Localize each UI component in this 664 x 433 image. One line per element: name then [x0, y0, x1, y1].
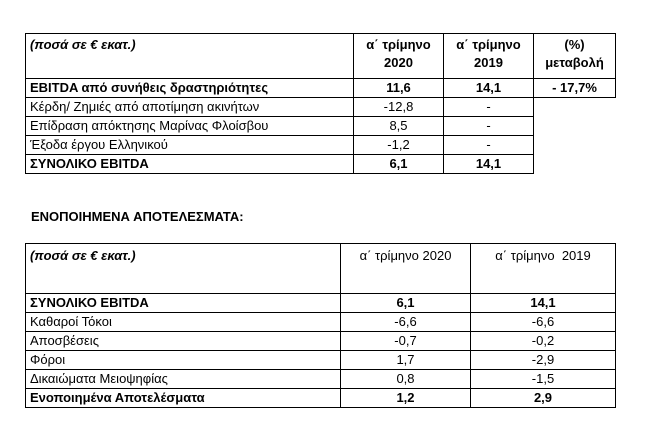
row: EBITDA από συνήθεις δραστηριότητες 11,6 14…: [25, 78, 616, 98]
cell: Επίδραση απόκτησης Μαρίνας Φλοίσβου: [25, 116, 354, 136]
cell: 11,6: [353, 78, 444, 98]
row: Καθαροί Τόκοι -6,6 -6,6: [25, 312, 616, 332]
header-cell: (ποσά σε € εκατ.): [25, 243, 341, 294]
cell: -0,7: [340, 331, 471, 351]
cell: -: [443, 97, 534, 117]
row: Κέρδη/ Ζημιές από αποτίμηση ακινήτων -12,…: [25, 97, 616, 174]
row: Δικαιώματα Μειοψηφίας 0,8 -1,5: [25, 369, 616, 389]
cell: 14,1: [443, 78, 534, 98]
cell: 8,5: [353, 116, 444, 136]
cell: Ενοποιημένα Αποτελέσματα: [25, 388, 341, 408]
cell: -0,2: [470, 331, 616, 351]
header-text: α΄ τρίμηνο: [366, 37, 431, 52]
cell: 1,7: [340, 350, 471, 370]
cell: -1,2: [353, 135, 444, 155]
cell: -6,6: [470, 312, 616, 332]
ebitda-table: (ποσά σε € εκατ.) α΄ τρίμηνο 2020 α΄ τρίμην…: [25, 33, 616, 174]
cell: 14,1: [443, 154, 534, 174]
cell: ΣΥΝΟΛΙΚΟ EBITDA: [25, 154, 354, 174]
cell: -1,5: [470, 369, 616, 389]
header-text: (ποσά σε € εκατ.): [30, 37, 136, 52]
row: Αποσβέσεις -0,7 -0,2: [25, 331, 616, 351]
cell: 6,1: [340, 293, 471, 313]
cell: Κέρδη/ Ζημιές από αποτίμηση ακινήτων: [25, 97, 354, 117]
cell: - 17,7%: [533, 78, 616, 98]
header-cell: α΄ τρίμηνο 2019: [470, 243, 616, 294]
cell: Καθαροί Τόκοι: [25, 312, 341, 332]
empty-cell: [533, 97, 616, 174]
cell: Δικαιώματα Μειοψηφίας: [25, 369, 341, 389]
cell: -: [443, 116, 534, 136]
cell: Έξοδα έργου Ελληνικού: [25, 135, 354, 155]
cell: 6,1: [353, 154, 444, 174]
cell: 1,2: [340, 388, 471, 408]
cell: Αποσβέσεις: [25, 331, 341, 351]
cell: -: [443, 135, 534, 155]
section-title: ΕΝΟΠΟΙΗΜΕΝΑ ΑΠΟΤΕΛΕΣΜΑΤΑ:: [31, 209, 244, 224]
header-text: α΄ τρίμηνο: [456, 37, 521, 52]
consolidated-table: (ποσά σε € εκατ.) α΄ τρίμηνο 2020 α΄ τρίμη…: [25, 243, 616, 408]
header-text: (%): [564, 37, 585, 52]
header-text: 2020: [384, 55, 413, 70]
cell: 14,1: [470, 293, 616, 313]
header-text: μεταβολή: [545, 55, 604, 70]
header-text: 2019: [474, 55, 503, 70]
row: Ενοποιημένα Αποτελέσματα 1,2 2,9: [25, 388, 616, 408]
cell: 0,8: [340, 369, 471, 389]
cell: -12,8: [353, 97, 444, 117]
cell: Φόροι: [25, 350, 341, 370]
header-cell: α΄ τρίμηνο 2020: [340, 243, 471, 294]
row: Φόροι 1,7 -2,9: [25, 350, 616, 370]
header-row: (ποσά σε € εκατ.) α΄ τρίμηνο 2020 α΄ τρίμη…: [25, 243, 616, 294]
cell: 2,9: [470, 388, 616, 408]
header-cell: α΄ τρίμηνο 2020: [353, 33, 444, 79]
row: ΣΥΝΟΛΙΚΟ EBITDA 6,1 14,1: [25, 293, 616, 313]
cell: -2,9: [470, 350, 616, 370]
header-row: (ποσά σε € εκατ.) α΄ τρίμηνο 2020 α΄ τρίμην…: [25, 33, 616, 79]
row: Έξοδα έργου Ελληνικού -1,2-: [25, 135, 616, 155]
header-cell: (ποσά σε € εκατ.): [25, 33, 354, 79]
header-cell: α΄ τρίμηνο 2019: [443, 33, 534, 79]
cell: EBITDA από συνήθεις δραστηριότητες: [25, 78, 354, 98]
row: ΣΥΝΟΛΙΚΟ EBITDA 6,1 14,1: [25, 154, 616, 174]
row: Επίδραση απόκτησης Μαρίνας Φλοίσβου 8,5-: [25, 116, 616, 136]
cell: -6,6: [340, 312, 471, 332]
cell: ΣΥΝΟΛΙΚΟ EBITDA: [25, 293, 341, 313]
header-cell: (%) μεταβολή: [533, 33, 616, 79]
